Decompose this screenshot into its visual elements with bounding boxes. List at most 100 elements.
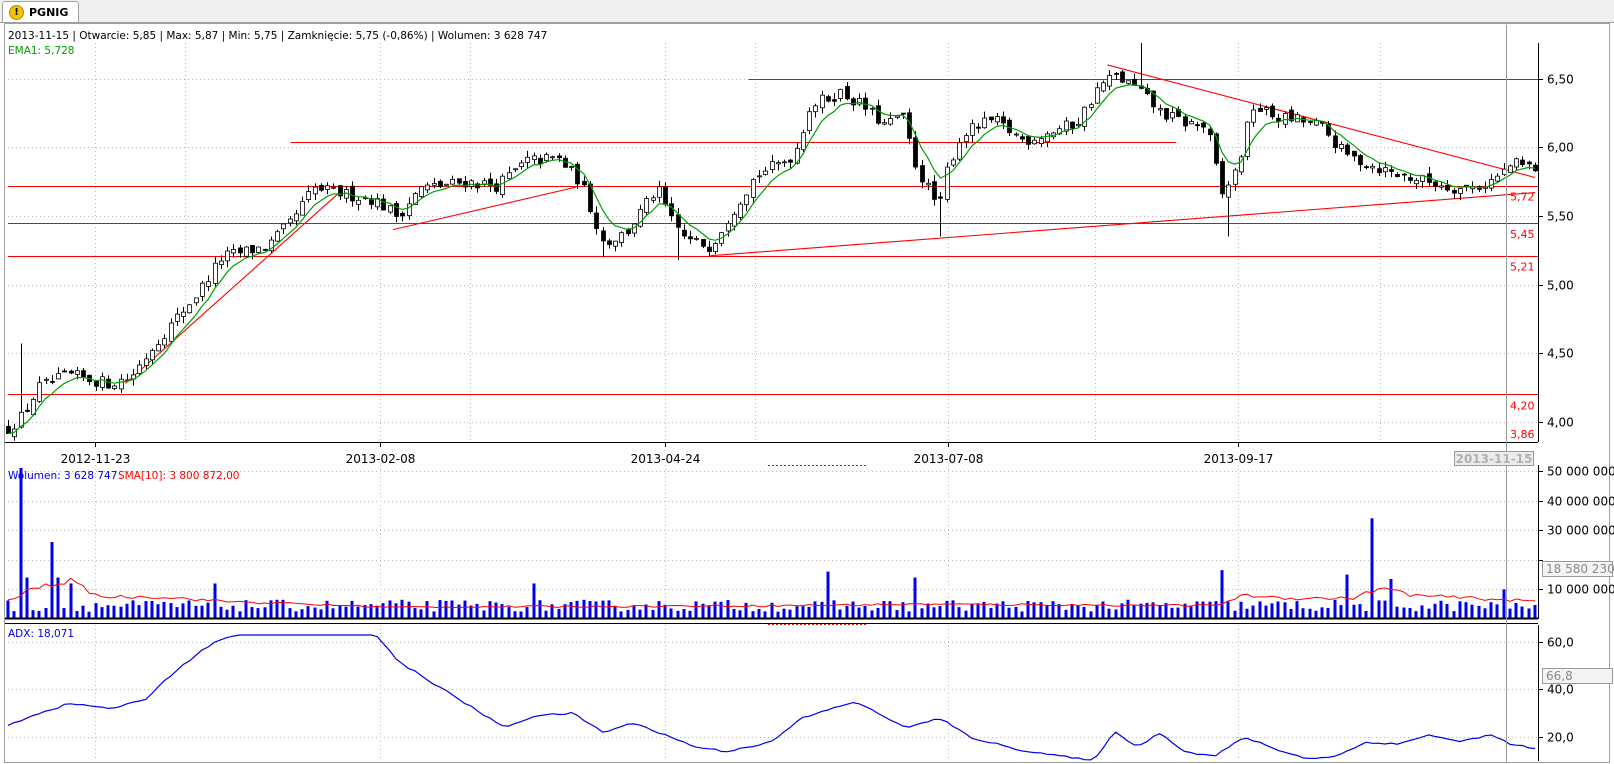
volume-bar — [1377, 600, 1381, 619]
volume-bar — [263, 607, 267, 619]
candle-body — [701, 239, 706, 247]
volume-bar — [845, 605, 849, 619]
candle-body — [938, 196, 943, 199]
candle-body — [801, 132, 806, 151]
candle-body — [100, 376, 105, 388]
volume-bar — [532, 583, 536, 619]
candle-body — [56, 373, 61, 380]
volume-bar — [12, 611, 16, 619]
volume-bar — [770, 602, 774, 619]
candle-body — [325, 185, 330, 190]
volume-bar — [313, 607, 317, 619]
tab-label: PGNIG — [29, 5, 69, 19]
candle-body — [62, 370, 67, 373]
volume-bar — [162, 601, 166, 619]
candle-body — [319, 185, 324, 191]
candle-body — [1170, 112, 1175, 119]
volume-bar — [294, 611, 298, 619]
volume-bar — [19, 467, 23, 619]
candle-body — [851, 98, 856, 106]
candle-body — [989, 116, 994, 121]
candle-body — [388, 205, 393, 213]
candle-body — [1289, 109, 1294, 122]
volume-label: Wolumen: 3 628 747 — [8, 470, 117, 482]
stock-chart[interactable]: 4,00 4,50 5,00 5,50 6,00 6,50 10 000 000 30 00… — [0, 23, 1614, 764]
volume-bar — [807, 606, 811, 619]
volume-bar — [31, 610, 35, 619]
volume-bar — [907, 611, 911, 619]
volume-bar — [1527, 608, 1531, 619]
volume-bar — [231, 605, 235, 619]
candle-body — [1039, 138, 1044, 144]
candle-body — [1439, 185, 1444, 188]
candle-body — [69, 370, 74, 374]
volume-bar — [1082, 606, 1086, 619]
volume-bar — [820, 601, 824, 619]
volume-bar — [1295, 601, 1299, 619]
volume-bar — [394, 603, 398, 619]
candle-body — [1464, 184, 1469, 187]
volume-bar — [945, 600, 949, 619]
candle-body — [1495, 175, 1500, 182]
adx-line — [7, 634, 1536, 761]
volume-bar — [701, 603, 705, 619]
candle-body — [119, 378, 124, 390]
candle-body — [1189, 121, 1194, 125]
volume-bar — [338, 605, 342, 619]
volume-bar — [1495, 604, 1499, 619]
candle-body — [876, 105, 881, 124]
volume-bar — [450, 600, 454, 619]
volume-bar — [1176, 607, 1180, 619]
volume-bar — [1220, 570, 1224, 619]
candle-body — [820, 94, 825, 109]
volume-bar — [1139, 603, 1143, 619]
volume-bar — [707, 605, 711, 619]
trend-line — [392, 186, 577, 231]
candle-body — [619, 232, 624, 243]
volume-bar — [976, 604, 980, 619]
candle-body — [982, 117, 987, 129]
volume-bar — [1339, 605, 1343, 619]
volume-bar — [444, 600, 448, 619]
volume-bar — [375, 605, 379, 619]
volume-bar — [75, 611, 79, 619]
tab-pgnig[interactable]: ! PGNIG — [2, 1, 80, 22]
candle-body — [169, 322, 174, 342]
volume-bar — [801, 606, 805, 619]
volume-bar — [1520, 606, 1524, 619]
volume-bar — [463, 600, 467, 619]
candle-body — [751, 179, 756, 198]
volume-bar — [1039, 602, 1043, 619]
volume-bar — [482, 610, 486, 619]
candle-body — [1251, 109, 1256, 123]
candle-body — [945, 166, 950, 200]
volume-bar — [44, 607, 48, 619]
candle-body — [1395, 174, 1400, 178]
candle-body — [1045, 133, 1050, 143]
candle-body — [488, 178, 493, 186]
candle-body — [1358, 155, 1363, 166]
volume-bar — [331, 608, 335, 619]
candle-body — [763, 170, 768, 175]
price-y-tick-label: 4,00 — [1547, 416, 1574, 430]
volume-bar — [106, 605, 110, 619]
volume-bar — [989, 607, 993, 619]
volume-bar — [1001, 601, 1005, 619]
candle-body — [187, 304, 192, 314]
volume-bar — [895, 609, 899, 619]
volume-bar — [726, 600, 730, 619]
volume-bar — [832, 600, 836, 619]
candle-body — [275, 231, 280, 242]
ema-line — [7, 84, 1536, 435]
candle-body — [213, 262, 218, 284]
candle-body — [1364, 166, 1369, 169]
candle-body — [976, 126, 981, 129]
adx-y-ticks: 20,0 40,0 60,0 — [1538, 636, 1574, 745]
candle-body — [1502, 168, 1507, 176]
volume-bar — [1289, 608, 1293, 619]
candle-body — [776, 162, 781, 165]
volume-bar — [269, 600, 273, 619]
volume-bar — [870, 610, 874, 619]
volume-y-tick-label: 40 000 000 — [1547, 495, 1614, 509]
warning-icon: ! — [9, 4, 24, 20]
